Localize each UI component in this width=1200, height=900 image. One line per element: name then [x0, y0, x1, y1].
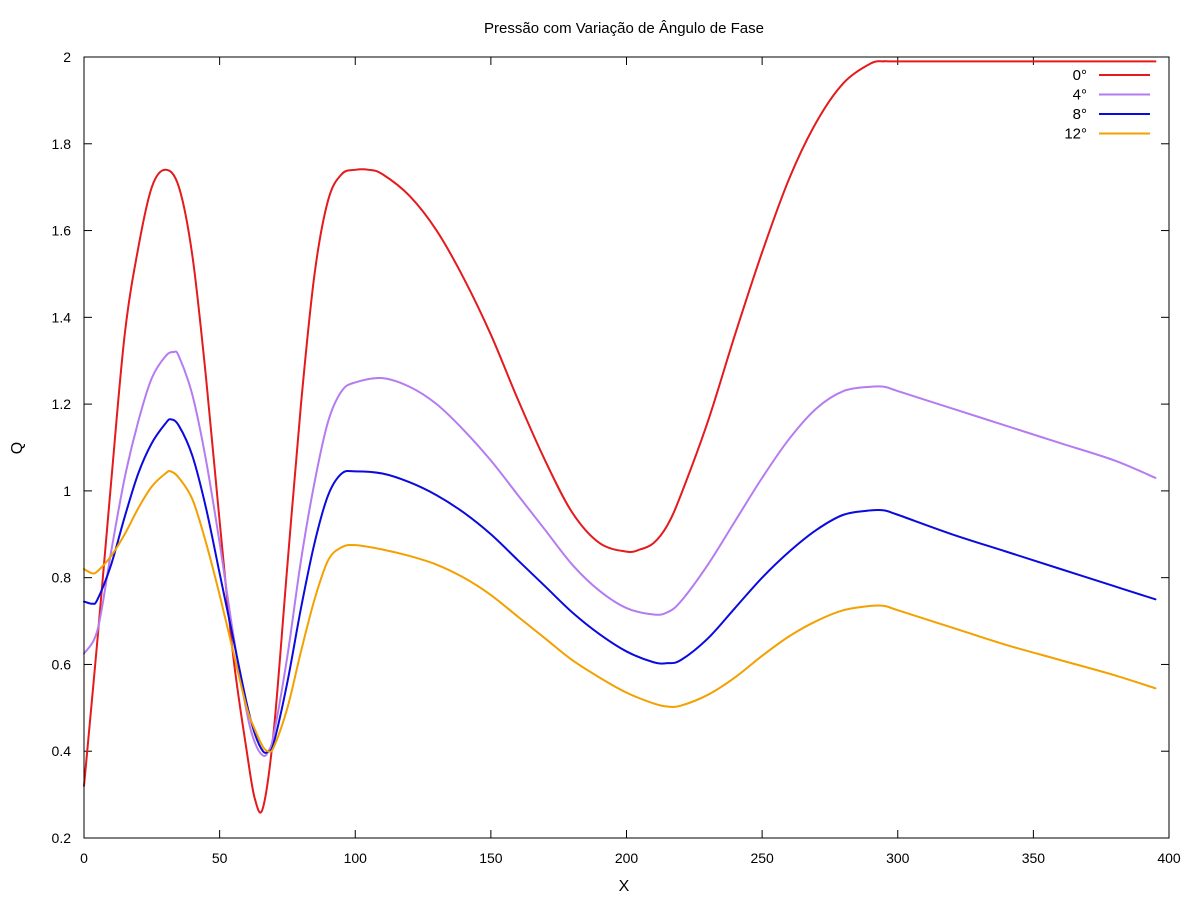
legend-label: 0°: [1073, 67, 1087, 84]
y-tick-label: 1: [63, 483, 71, 499]
legend-label: 4°: [1073, 87, 1087, 104]
series-lines: [83, 60, 1157, 814]
y-tick-label: 1.6: [52, 223, 72, 239]
plot-frame: [83, 56, 1170, 839]
x-tick-label: 0: [80, 850, 88, 866]
y-tick-label: 1.4: [52, 309, 72, 325]
y-tick-label: 1.2: [52, 396, 72, 412]
y-tick-label: 0.6: [52, 656, 72, 672]
series-line-1: [83, 350, 1157, 757]
x-tick-label: 100: [344, 850, 368, 866]
series-line-2: [83, 418, 1157, 754]
y-tick-label: 2: [63, 49, 71, 65]
x-tick-label: 200: [615, 850, 639, 866]
series-line-0: [83, 60, 1157, 814]
x-tick-label: 150: [479, 850, 503, 866]
legend-label: 8°: [1073, 106, 1087, 123]
legend: 0° 4° 8° 12°: [1064, 67, 1150, 143]
y-tick-label: 0.8: [52, 570, 72, 586]
x-axis-title: X: [619, 878, 630, 895]
y-tick-label: 1.8: [52, 136, 72, 152]
axis-ticks: 0 50 100 150 200 250 300 350 400 0.2 0.4 0.6 0.8 1 1.2…: [52, 49, 1181, 866]
x-tick-label: 300: [886, 850, 910, 866]
chart-title: Pressão com Variação de Ângulo de Fase: [484, 20, 764, 37]
x-tick-label: 350: [1022, 850, 1046, 866]
y-tick-label: 0.2: [52, 830, 72, 846]
series-line-3: [83, 470, 1157, 753]
y-axis-title: Q: [9, 442, 26, 454]
y-tick-label: 0.4: [52, 743, 72, 759]
x-tick-label: 50: [212, 850, 228, 866]
x-tick-label: 250: [750, 850, 774, 866]
x-tick-label: 400: [1157, 850, 1181, 866]
legend-label: 12°: [1064, 126, 1087, 143]
